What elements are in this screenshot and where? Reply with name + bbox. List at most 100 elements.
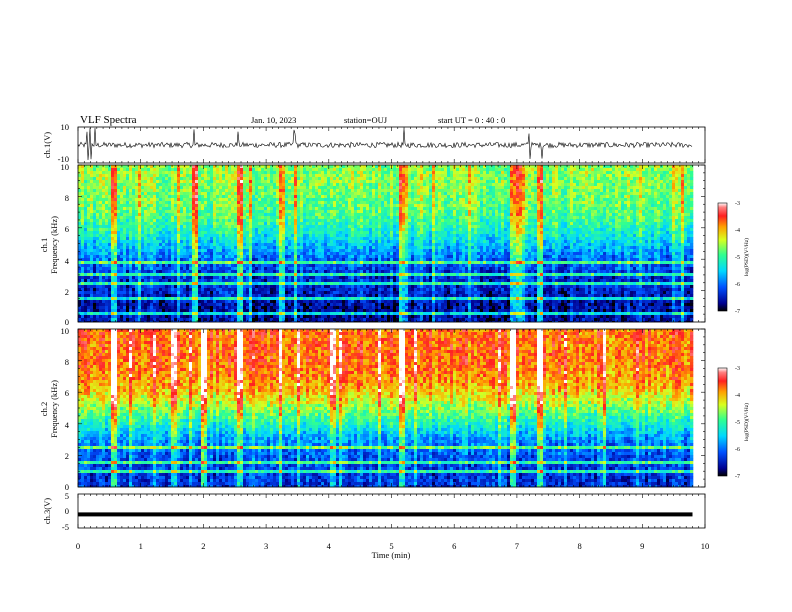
spectrogram-cell bbox=[312, 249, 316, 253]
spectrogram-cell bbox=[99, 264, 103, 268]
spectrogram-cell bbox=[141, 318, 145, 322]
spectrogram-cell bbox=[270, 189, 274, 193]
spectrogram-cell bbox=[357, 204, 361, 208]
spectrogram-cell bbox=[297, 291, 301, 295]
spectrogram-cell bbox=[162, 279, 166, 283]
spectrogram-cell bbox=[81, 219, 85, 223]
spectrogram-cell bbox=[264, 255, 268, 259]
spectrogram-cell bbox=[213, 198, 217, 202]
spectrogram-cell bbox=[222, 186, 226, 190]
spectrogram-cell bbox=[186, 210, 190, 214]
spectrogram-cell bbox=[249, 216, 253, 220]
spectrogram-cell bbox=[345, 228, 349, 232]
spectrogram-cell bbox=[183, 312, 187, 316]
spectrogram-cell bbox=[195, 288, 199, 292]
spectrogram-cell bbox=[144, 195, 148, 199]
spectrogram-cell bbox=[252, 261, 256, 265]
spectrogram-cell bbox=[303, 267, 307, 271]
spectrogram-cell bbox=[162, 276, 166, 280]
spectrogram-cell bbox=[243, 300, 247, 304]
spectrogram-cell bbox=[219, 222, 223, 226]
spectrogram-cell bbox=[177, 171, 181, 175]
spectrogram-cell bbox=[141, 297, 145, 301]
spectrogram-cell bbox=[276, 234, 280, 238]
spectrogram-cell bbox=[228, 258, 232, 262]
spectrogram-cell bbox=[258, 297, 262, 301]
spectrogram-cell bbox=[87, 264, 91, 268]
spectrogram-cell bbox=[252, 198, 256, 202]
spectrogram-cell bbox=[273, 264, 277, 268]
spectrogram-cell bbox=[288, 213, 292, 217]
spectrogram-cell bbox=[177, 207, 181, 211]
spectrogram-cell bbox=[285, 318, 289, 322]
spectrogram-cell bbox=[192, 210, 196, 214]
spectrogram-cell bbox=[87, 201, 91, 205]
spectrogram-cell bbox=[201, 318, 205, 322]
spectrogram-cell bbox=[90, 273, 94, 277]
spectrogram-cell bbox=[210, 234, 214, 238]
spectrogram-cell bbox=[144, 243, 148, 247]
spectrogram-cell bbox=[264, 210, 268, 214]
spectrogram-cell bbox=[315, 231, 319, 235]
spectrogram-cell bbox=[288, 303, 292, 307]
spectrogram-cell bbox=[213, 255, 217, 259]
spectrogram-cell bbox=[327, 210, 331, 214]
spectrogram-cell bbox=[354, 249, 358, 253]
spectrogram-cell bbox=[105, 261, 109, 265]
spectrogram-cell bbox=[327, 204, 331, 208]
spectrogram-cell bbox=[84, 294, 88, 298]
spectrogram-cell bbox=[171, 282, 175, 286]
spectrogram-cell bbox=[291, 177, 295, 181]
spectrogram-cell bbox=[264, 195, 268, 199]
spectrogram-cell bbox=[345, 219, 349, 223]
spectrogram-cell bbox=[192, 207, 196, 211]
spectrogram-cell bbox=[345, 210, 349, 214]
spectrogram-cell bbox=[87, 267, 91, 271]
spectrogram-cell bbox=[153, 306, 157, 310]
spectrogram-cell bbox=[198, 306, 202, 310]
spectrogram-cell bbox=[351, 318, 355, 322]
spectrogram-cell bbox=[321, 168, 325, 172]
spectrogram-cell bbox=[300, 246, 304, 250]
spectrogram-cell bbox=[270, 252, 274, 256]
spectrogram-cell bbox=[300, 201, 304, 205]
spectrogram-cell bbox=[201, 174, 205, 178]
spectrogram-cell bbox=[114, 270, 118, 274]
spectrogram-cell bbox=[138, 279, 142, 283]
spectrogram-cell bbox=[279, 192, 283, 196]
spectrogram-cell bbox=[237, 201, 241, 205]
spectrogram-cell bbox=[300, 198, 304, 202]
spectrogram-cell bbox=[123, 222, 127, 226]
spectrogram-cell bbox=[309, 192, 313, 196]
spectrogram-cell bbox=[177, 183, 181, 187]
spectrogram-cell bbox=[276, 249, 280, 253]
spectrogram-cell bbox=[108, 252, 112, 256]
spectrogram-cell bbox=[297, 276, 301, 280]
spectrogram-cell bbox=[231, 294, 235, 298]
spectrogram-cell bbox=[201, 180, 205, 184]
spectrogram-cell bbox=[147, 291, 151, 295]
spectrogram-cell bbox=[258, 240, 262, 244]
spectrogram-cell bbox=[93, 168, 97, 172]
spectrogram-cell bbox=[318, 204, 322, 208]
spectrogram-cell bbox=[159, 279, 163, 283]
spectrogram-cell bbox=[192, 309, 196, 313]
spectrogram-cell bbox=[303, 294, 307, 298]
spectrogram-cell bbox=[201, 237, 205, 241]
spectrogram-cell bbox=[345, 285, 349, 289]
spectrogram-cell bbox=[135, 231, 139, 235]
spectrogram-cell bbox=[180, 222, 184, 226]
spectrogram-cell bbox=[336, 291, 340, 295]
spectrogram-cell bbox=[234, 246, 238, 250]
spectrogram-cell bbox=[180, 312, 184, 316]
spectrogram-cell bbox=[210, 312, 214, 316]
spectrogram-cell bbox=[207, 213, 211, 217]
spectrogram-cell bbox=[321, 228, 325, 232]
spectrogram-cell bbox=[180, 195, 184, 199]
spectrogram-cell bbox=[207, 195, 211, 199]
spectrogram-cell bbox=[177, 198, 181, 202]
spectrogram-cell bbox=[108, 195, 112, 199]
spectrogram-cell bbox=[273, 171, 277, 175]
spectrogram-cell bbox=[225, 189, 229, 193]
spectrogram-cell bbox=[267, 285, 271, 289]
